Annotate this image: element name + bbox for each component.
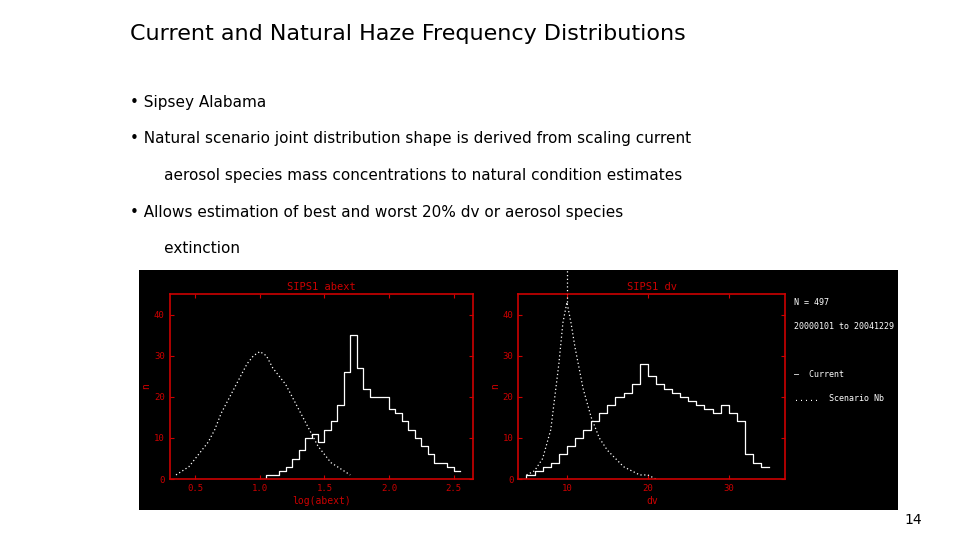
X-axis label: dv: dv (646, 496, 658, 505)
Text: 14: 14 (904, 512, 922, 526)
Title: SIPS1 abext: SIPS1 abext (287, 282, 355, 292)
Text: extinction: extinction (130, 241, 240, 256)
Text: • Allows estimation of best and worst 20% dv or aerosol species: • Allows estimation of best and worst 20… (130, 205, 623, 220)
Text: .....  Scenario Nb: ..... Scenario Nb (794, 394, 884, 403)
Title: SIPS1 dv: SIPS1 dv (627, 282, 677, 292)
Text: N = 497: N = 497 (794, 298, 829, 307)
Y-axis label: n: n (490, 383, 500, 389)
Y-axis label: n: n (141, 383, 151, 389)
Text: • Sipsey Alabama: • Sipsey Alabama (130, 94, 266, 110)
Text: —  Current: — Current (794, 370, 845, 379)
X-axis label: log(abext): log(abext) (292, 496, 350, 505)
Text: aerosol species mass concentrations to natural condition estimates: aerosol species mass concentrations to n… (130, 168, 682, 183)
Text: Current and Natural Haze Frequency Distributions: Current and Natural Haze Frequency Distr… (130, 24, 685, 44)
Text: • Natural scenario joint distribution shape is derived from scaling current: • Natural scenario joint distribution sh… (130, 131, 691, 146)
Text: 20000101 to 20041229: 20000101 to 20041229 (794, 322, 895, 330)
